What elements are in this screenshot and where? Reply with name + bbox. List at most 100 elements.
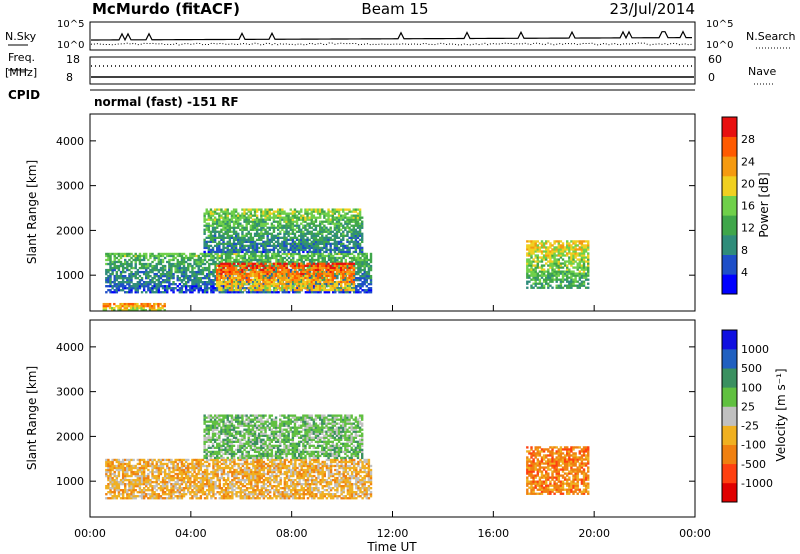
heatmap-cell xyxy=(570,246,573,249)
heatmap-cell xyxy=(189,254,192,258)
heatmap-cell xyxy=(304,220,307,223)
heatmap-cell xyxy=(268,272,271,276)
heatmap-cell xyxy=(128,285,131,288)
heatmap-cell xyxy=(291,210,295,213)
heatmap-cell xyxy=(199,285,203,288)
heatmap-cell xyxy=(203,262,207,266)
colorbar-tick-label: 4 xyxy=(741,266,748,279)
heatmap-cell xyxy=(151,487,154,490)
heatmap-cell xyxy=(557,258,561,261)
heatmap-cell xyxy=(570,252,573,255)
heatmap-cell xyxy=(332,291,335,294)
heatmap-cell xyxy=(547,286,550,289)
heatmap-cell xyxy=(331,278,334,282)
heatmap-cell xyxy=(121,462,125,466)
heatmap-cell xyxy=(134,252,137,256)
heatmap-cell xyxy=(296,291,299,294)
heatmap-cell xyxy=(274,210,278,213)
heatmap-cell xyxy=(105,278,108,282)
heatmap-cell xyxy=(132,470,135,474)
heatmap-cell xyxy=(291,226,295,229)
heatmap-cell xyxy=(357,291,360,294)
heatmap-cell xyxy=(367,262,371,266)
heatmap-cell xyxy=(172,476,175,480)
heatmap-cell xyxy=(174,262,177,266)
heatmap-cell xyxy=(243,287,247,290)
heatmap-cell xyxy=(304,268,308,272)
heatmap-cell xyxy=(184,272,188,276)
heatmap-cell xyxy=(249,210,253,213)
heatmap-cell xyxy=(339,278,343,282)
heatmap-cell xyxy=(222,240,225,244)
heatmap-cell xyxy=(576,268,579,271)
heatmap-cell xyxy=(283,234,286,237)
heatmap-cell xyxy=(111,270,114,274)
heatmap-cell xyxy=(161,497,165,500)
heatmap-cell xyxy=(555,258,558,261)
heatmap-cell xyxy=(220,280,223,284)
heatmap-cell xyxy=(587,252,590,255)
heatmap-cell xyxy=(344,276,348,280)
heatmap-cell xyxy=(159,472,163,476)
heatmap-cell xyxy=(332,254,335,258)
heatmap-cell xyxy=(337,280,341,284)
heatmap-cell xyxy=(538,282,542,285)
heatmap-cell xyxy=(163,252,167,256)
heatmap-cell xyxy=(289,262,293,266)
heatmap-cell xyxy=(287,230,290,233)
colorbar-swatch xyxy=(722,254,737,275)
heatmap-cell xyxy=(536,274,540,277)
heatmap-cell xyxy=(218,216,221,219)
heatmap-cell xyxy=(308,284,311,288)
heatmap-cell xyxy=(151,476,154,480)
heatmap-cell xyxy=(342,210,345,213)
heatmap-cell xyxy=(331,230,334,233)
heatmap-cell xyxy=(358,228,362,231)
heatmap-cell xyxy=(264,268,267,272)
heatmap-cell xyxy=(138,480,142,484)
heatmap-cell xyxy=(582,258,586,261)
heatmap-cell xyxy=(142,470,146,474)
heatmap-cell xyxy=(348,226,351,229)
heatmap-cell xyxy=(151,276,154,280)
heatmap-cell xyxy=(356,244,360,248)
heatmap-cell xyxy=(230,230,234,233)
heatmap-cell xyxy=(184,274,188,278)
heatmap-cell xyxy=(580,280,584,283)
heatmap-cell xyxy=(346,208,349,211)
heatmap-cell xyxy=(291,276,295,280)
heatmap-cell xyxy=(314,238,318,242)
heatmap-cell xyxy=(348,218,351,221)
heatmap-cell xyxy=(300,236,303,239)
heatmap-cell xyxy=(243,274,246,278)
heatmap-cell xyxy=(294,291,297,294)
heatmap-cell xyxy=(235,260,238,264)
heatmap-cell xyxy=(279,246,282,250)
heatmap-cell xyxy=(359,270,362,274)
heatmap-cell xyxy=(210,270,213,274)
heatmap-cell xyxy=(113,268,116,272)
heatmap-cell xyxy=(344,274,347,278)
heatmap-cell xyxy=(528,264,531,267)
heatmap-cell xyxy=(587,256,590,259)
heatmap-cell xyxy=(323,286,326,290)
colorbar-swatch xyxy=(722,156,737,177)
heatmap-cell xyxy=(174,266,177,270)
heatmap-cell xyxy=(142,266,146,270)
heatmap-cell xyxy=(224,220,227,223)
heatmap-cell xyxy=(551,256,554,259)
heatmap-cell xyxy=(346,230,349,233)
heatmap-cell xyxy=(241,208,244,211)
heatmap-cell xyxy=(344,246,347,250)
heatmap-cell xyxy=(147,462,150,466)
heatmap-cell xyxy=(346,291,350,294)
heatmap-cell xyxy=(220,286,223,290)
heatmap-cell xyxy=(572,272,575,275)
heatmap-cell xyxy=(547,240,550,243)
heatmap-cell xyxy=(226,246,229,250)
heatmap-cell xyxy=(274,284,278,288)
heatmap-cell xyxy=(369,274,373,278)
heatmap-cell xyxy=(285,252,289,256)
heatmap-cell xyxy=(142,493,146,496)
heatmap-cell xyxy=(117,287,121,290)
